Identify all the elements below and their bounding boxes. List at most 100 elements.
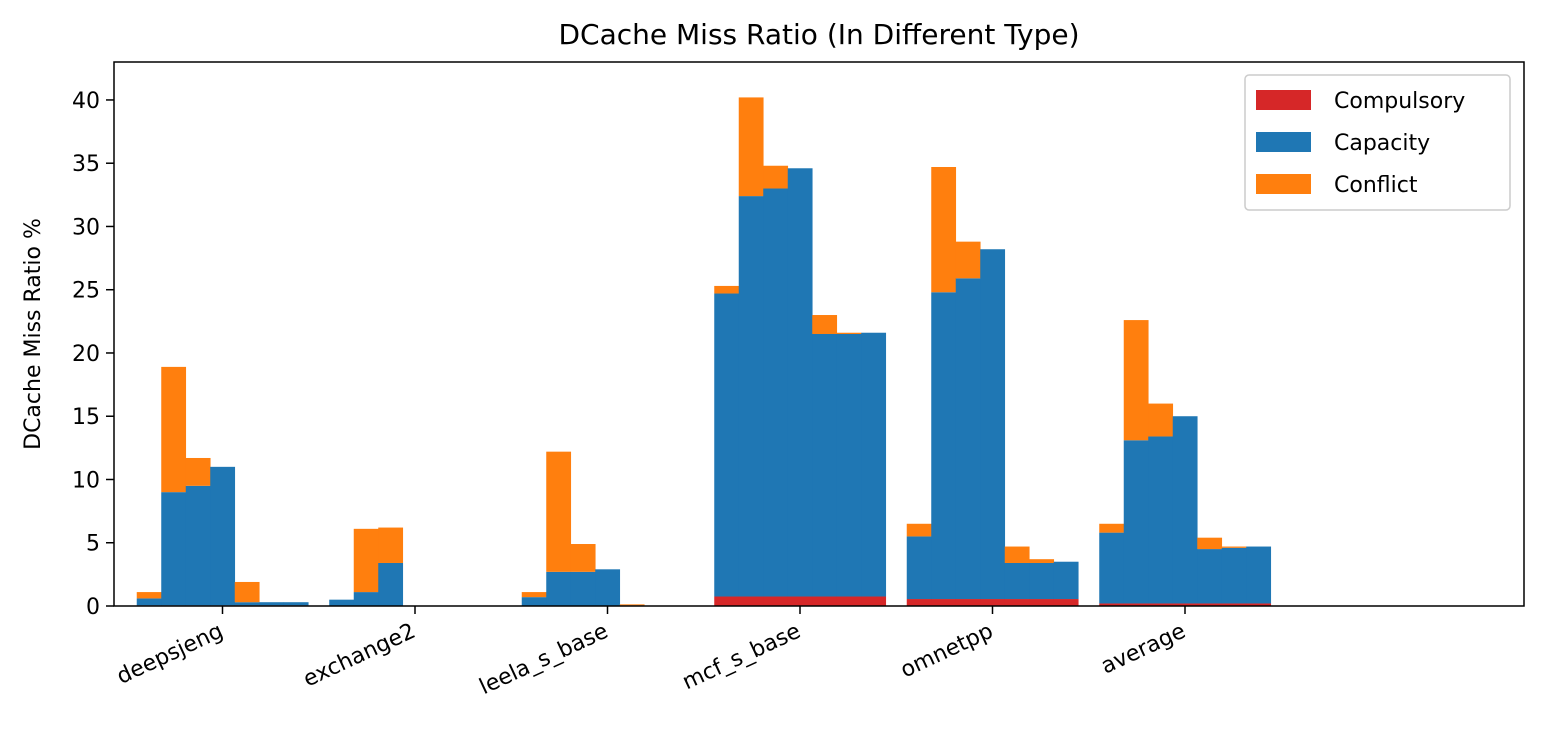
bar-mcf_s_base-3-compulsory [763,596,789,606]
bar-omnetpp-3-capacity [955,278,981,600]
bar-omnetpp-6-capacity [1029,562,1055,600]
bar-mcf_s_base-2-compulsory [738,596,764,606]
bar-leela_s_base-1-capacity [521,597,547,606]
bar-deepsjeng-7-capacity [283,602,309,606]
bar-leela_s_base-2-capacity [546,571,572,606]
bar-deepsjeng-4-capacity [210,466,236,606]
bar-average-6-compulsory [1221,603,1247,606]
bar-mcf_s_base-4-compulsory [787,596,813,606]
bar-omnetpp-5-conflict [1004,546,1030,563]
y-tick-label-0: 0 [86,595,100,620]
bar-average-7-capacity [1246,546,1272,604]
bar-average-5-conflict [1197,537,1223,550]
legend-box [1244,74,1511,211]
bar-average-5-capacity [1197,549,1223,604]
bar-omnetpp-5-compulsory [1004,599,1030,606]
bar-mcf_s_base-3-capacity [763,188,789,597]
bar-omnetpp-3-conflict [955,241,981,279]
bar-mcf_s_base-5-compulsory [812,596,838,606]
bar-mcf_s_base-6-conflict [836,332,862,334]
bar-mcf_s_base-7-capacity [861,332,887,597]
bar-average-2-compulsory [1123,603,1149,606]
bar-exchange2-2-capacity [353,592,379,606]
legend-label-conflict: Conflict [1334,173,1418,198]
x-tick-label-mcf_s_base: mcf_s_base [679,619,805,695]
bar-average-2-conflict [1123,320,1149,441]
bar-average-1-compulsory [1099,603,1125,606]
bar-average-3-compulsory [1148,603,1174,606]
bar-leela_s_base-4-capacity [595,569,621,606]
bars-layer [136,97,1272,606]
bar-average-4-compulsory [1172,603,1198,606]
y-tick-label-35: 35 [72,152,100,177]
bar-mcf_s_base-6-capacity [836,334,862,597]
bar-average-6-capacity [1221,547,1247,604]
bar-deepsjeng-6-capacity [259,602,285,606]
y-axis: 0 5 10 15 20 25 30 35 40 [72,89,114,620]
bar-deepsjeng-1-capacity [136,598,162,606]
x-tick-label-exchange2: exchange2 [300,619,420,693]
bar-deepsjeng-2-capacity [161,492,187,606]
legend-swatch-capacity [1256,132,1311,152]
bar-omnetpp-1-conflict [906,523,932,537]
bar-exchange2-1-capacity [329,599,355,606]
bar-omnetpp-3-compulsory [955,599,981,606]
bar-leela_s_base-3-capacity [570,571,596,606]
bar-omnetpp-4-capacity [980,249,1006,600]
bar-exchange2-3-conflict [378,527,404,563]
chart-title: DCache Miss Ratio (In Different Type) [558,18,1079,51]
x-tick-label-deepsjeng: deepsjeng [113,619,227,690]
bar-deepsjeng-5-conflict [234,581,260,603]
bar-mcf_s_base-6-compulsory [836,596,862,606]
legend-label-capacity: Capacity [1334,131,1430,156]
bar-omnetpp-7-capacity [1053,561,1079,600]
bar-leela_s_base-5-conflict [619,604,645,606]
bar-omnetpp-4-compulsory [980,599,1006,606]
bar-leela_s_base-3-conflict [570,544,596,572]
bar-mcf_s_base-2-capacity [738,196,764,597]
bar-mcf_s_base-4-capacity [787,168,813,597]
legend-label-compulsory: Compulsory [1334,89,1465,114]
bar-average-4-capacity [1172,416,1198,604]
plot-frame [113,61,1525,607]
bar-leela_s_base-1-conflict [521,592,547,598]
bar-omnetpp-2-conflict [931,167,957,293]
bar-omnetpp-2-capacity [931,292,957,600]
bar-average-5-compulsory [1197,603,1223,606]
bar-average-1-conflict [1099,523,1125,533]
legend-swatch-conflict [1256,174,1311,194]
x-tick-label-omnetpp: omnetpp [897,619,997,683]
bar-exchange2-3-capacity [378,562,404,606]
bar-omnetpp-6-compulsory [1029,599,1055,606]
bar-exchange2-2-conflict [353,528,379,593]
y-tick-label-25: 25 [72,279,100,304]
y-tick-label-20: 20 [72,342,100,367]
y-tick-label-30: 30 [72,215,100,240]
bar-deepsjeng-2-conflict [161,366,187,493]
bar-leela_s_base-2-conflict [546,451,572,572]
bar-omnetpp-5-capacity [1004,562,1030,600]
bar-mcf_s_base-7-compulsory [861,596,887,606]
y-tick-label-10: 10 [72,468,100,493]
bar-average-6-conflict [1221,546,1247,548]
bar-deepsjeng-5-capacity [234,602,260,606]
legend: Compulsory Capacity Conflict [1244,74,1511,211]
x-tick-label-leela_s_base: leela_s_base [476,619,612,700]
x-axis: deepsjeng exchange2 leela_s_base mcf_s_base… [113,606,1190,700]
legend-swatch-compulsory [1256,90,1311,110]
bar-mcf_s_base-3-conflict [763,165,789,189]
y-axis-label: DCache Miss Ratio % [21,218,46,450]
bar-average-1-capacity [1099,532,1125,604]
bar-deepsjeng-1-conflict [136,592,162,599]
bar-omnetpp-1-capacity [906,536,932,600]
bar-mcf_s_base-1-capacity [714,293,740,597]
bar-deepsjeng-3-conflict [185,457,211,486]
bar-omnetpp-2-compulsory [931,599,957,606]
bar-mcf_s_base-5-capacity [812,334,838,597]
bar-mcf_s_base-5-conflict [812,315,838,334]
bar-average-2-capacity [1123,440,1149,604]
bar-deepsjeng-3-capacity [185,485,211,606]
bar-average-3-conflict [1148,403,1174,437]
bar-average-7-compulsory [1246,603,1272,606]
bar-average-3-capacity [1148,436,1174,604]
